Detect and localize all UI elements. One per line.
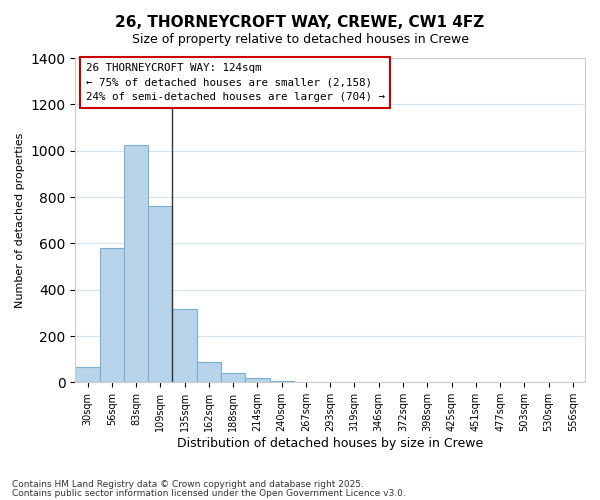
Bar xyxy=(221,373,245,382)
Bar xyxy=(124,145,148,382)
Bar xyxy=(76,368,100,382)
Bar xyxy=(197,362,221,382)
Text: Contains public sector information licensed under the Open Government Licence v3: Contains public sector information licen… xyxy=(12,488,406,498)
Bar xyxy=(148,206,172,382)
Text: Contains HM Land Registry data © Crown copyright and database right 2025.: Contains HM Land Registry data © Crown c… xyxy=(12,480,364,489)
Bar xyxy=(269,381,294,382)
Bar xyxy=(172,310,197,382)
X-axis label: Distribution of detached houses by size in Crewe: Distribution of detached houses by size … xyxy=(177,437,484,450)
Text: 26 THORNEYCROFT WAY: 124sqm
← 75% of detached houses are smaller (2,158)
24% of : 26 THORNEYCROFT WAY: 124sqm ← 75% of det… xyxy=(86,63,385,102)
Bar xyxy=(100,248,124,382)
Y-axis label: Number of detached properties: Number of detached properties xyxy=(15,132,25,308)
Text: Size of property relative to detached houses in Crewe: Size of property relative to detached ho… xyxy=(131,32,469,46)
Bar xyxy=(245,378,269,382)
Text: 26, THORNEYCROFT WAY, CREWE, CW1 4FZ: 26, THORNEYCROFT WAY, CREWE, CW1 4FZ xyxy=(115,15,485,30)
